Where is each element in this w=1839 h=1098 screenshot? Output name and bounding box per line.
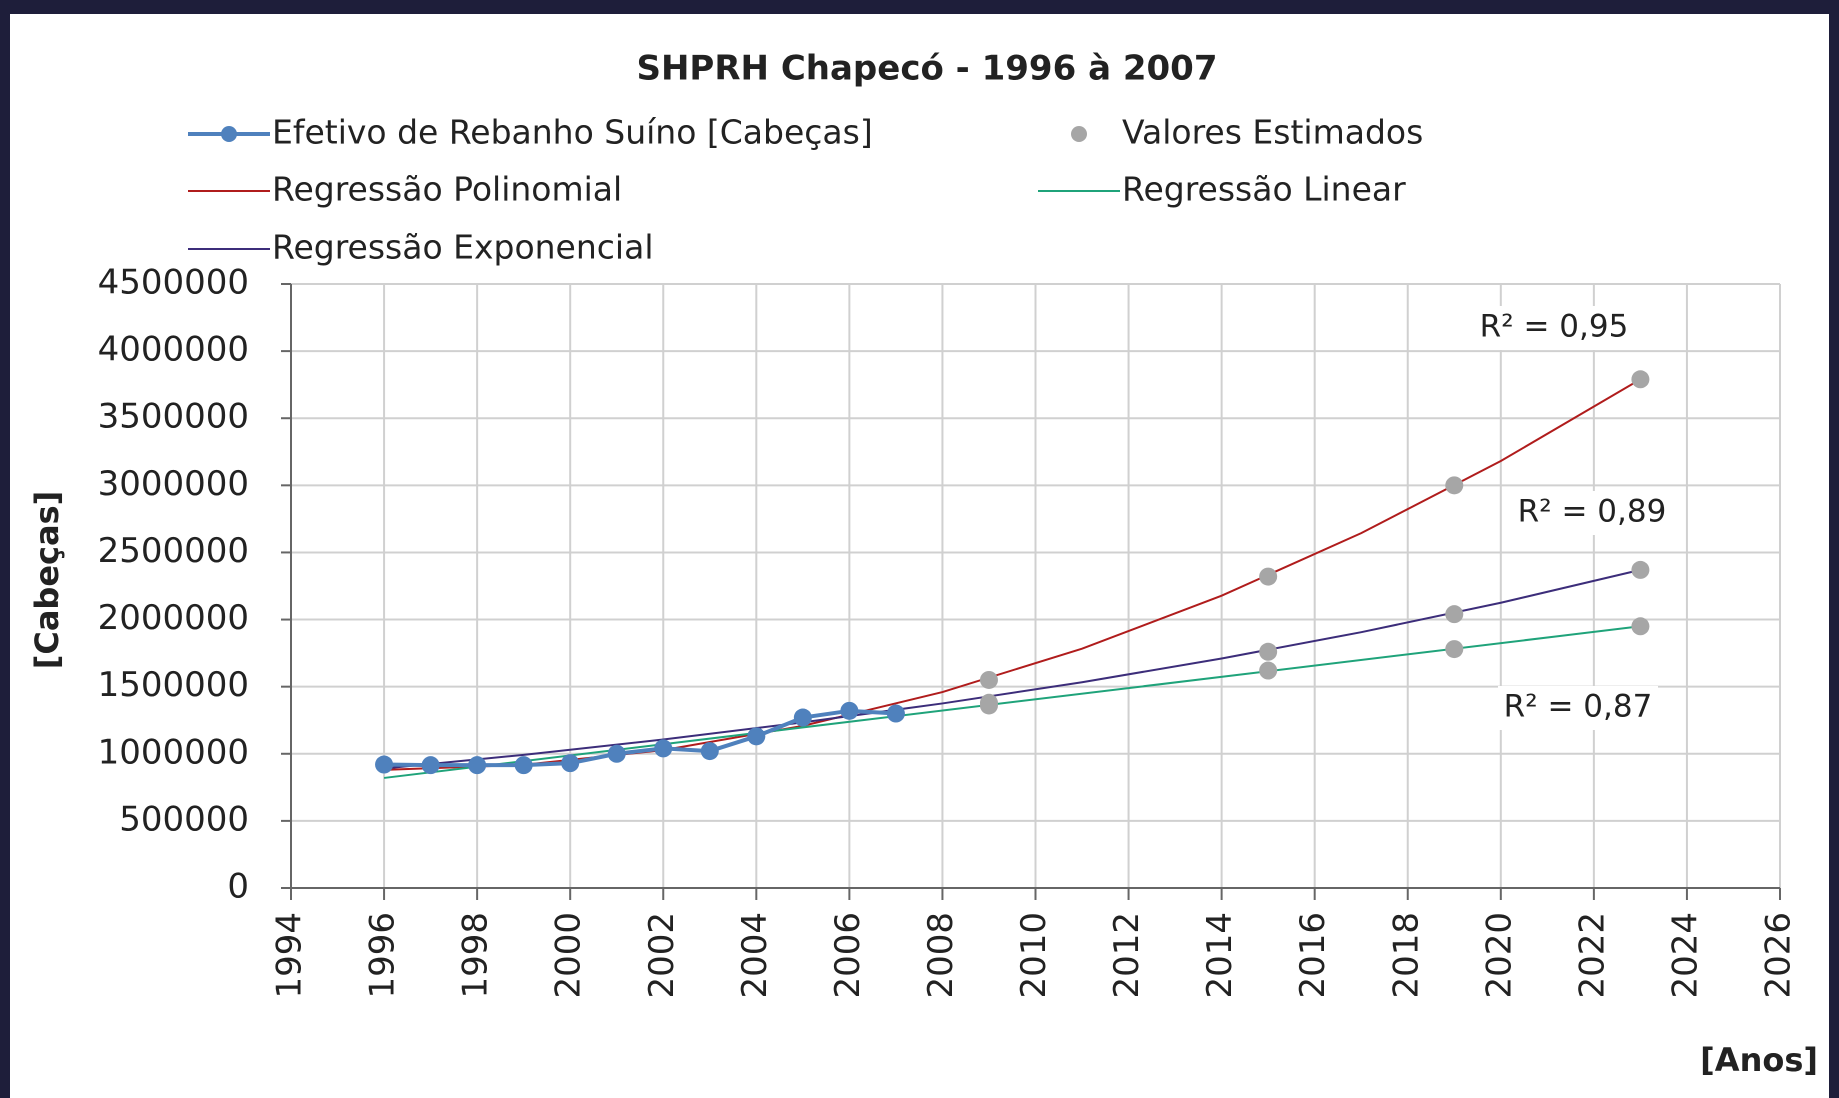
data-point — [1631, 560, 1650, 579]
data-point — [700, 742, 719, 761]
series-line — [383, 568, 1641, 770]
annotation: R² = 0,87 — [1504, 689, 1653, 725]
y-tick-label: 4500000 — [98, 263, 249, 303]
data-point — [1259, 567, 1278, 586]
data-point — [1445, 605, 1464, 624]
data-point — [1259, 661, 1278, 680]
x-tick-label: 2018 — [1386, 912, 1426, 999]
legend-label: Regressão Polinomial — [272, 170, 622, 209]
legend-marker — [221, 126, 237, 142]
x-tick-label: 1998 — [456, 912, 496, 999]
x-tick-label: 2012 — [1107, 912, 1147, 999]
x-tick-label: 2000 — [549, 912, 589, 999]
data-point — [1445, 476, 1464, 495]
y-tick-label: 2000000 — [98, 598, 249, 638]
y-tick-label: 0 — [227, 867, 249, 907]
y-tick-label: 3000000 — [98, 464, 249, 504]
x-tick-label: 2016 — [1293, 912, 1333, 999]
data-point — [979, 670, 998, 689]
legend-label: Valores Estimados — [1122, 113, 1423, 152]
x-tick-label: 2006 — [828, 912, 868, 999]
legend-label: Regressão Linear — [1122, 170, 1406, 209]
data-point — [793, 708, 812, 727]
data-point — [561, 754, 580, 773]
annotation: R² = 0,89 — [1518, 494, 1667, 530]
y-axis-label: [Cabeças] — [28, 491, 66, 670]
data-point — [1631, 617, 1650, 636]
annotation-bg — [1498, 686, 1658, 730]
x-tick-label: 2026 — [1759, 912, 1799, 999]
data-point — [886, 704, 905, 723]
annotation: R² = 0,95 — [1480, 309, 1629, 345]
data-point — [840, 701, 859, 720]
series-line — [383, 625, 1641, 779]
x-tick-label: 2004 — [735, 912, 775, 999]
y-tick-label: 4000000 — [98, 330, 249, 370]
data-point — [514, 756, 533, 775]
data-point — [1259, 642, 1278, 661]
y-tick-label: 500000 — [119, 799, 249, 839]
x-tick-label: 2024 — [1665, 912, 1705, 999]
annotation-bg — [1474, 306, 1634, 350]
x-axis-label: [Anos] — [1700, 1041, 1818, 1079]
y-tick-label: 1500000 — [98, 665, 249, 705]
data-point — [979, 696, 998, 715]
data-point — [654, 739, 673, 758]
x-tick-label: 2002 — [642, 912, 682, 999]
y-tick-label: 2500000 — [98, 531, 249, 571]
x-tick-label: 2008 — [921, 912, 961, 999]
x-tick-label: 2020 — [1479, 912, 1519, 999]
legend-label: Regressão Exponencial — [272, 228, 653, 267]
chart-background — [10, 14, 1829, 1098]
x-tick-label: 2014 — [1200, 912, 1240, 999]
data-point — [375, 755, 394, 774]
data-point — [1631, 370, 1650, 389]
x-tick-label: 2010 — [1014, 912, 1054, 999]
y-tick-label: 1000000 — [98, 732, 249, 772]
data-point — [607, 744, 626, 763]
chart-title: SHPRH Chapecó - 1996 à 2007 — [636, 49, 1217, 89]
legend-marker — [1071, 126, 1087, 142]
x-tick-label: 2022 — [1572, 912, 1612, 999]
annotation-bg — [1512, 491, 1672, 535]
legend-label: Efetivo de Rebanho Suíno [Cabeças] — [272, 113, 873, 152]
data-point — [468, 756, 487, 775]
data-point — [1445, 640, 1464, 659]
x-tick-label: 1994 — [270, 912, 310, 999]
x-tick-label: 1996 — [363, 912, 403, 999]
y-tick-label: 3500000 — [98, 397, 249, 437]
data-point — [421, 756, 440, 775]
data-point — [747, 727, 766, 746]
